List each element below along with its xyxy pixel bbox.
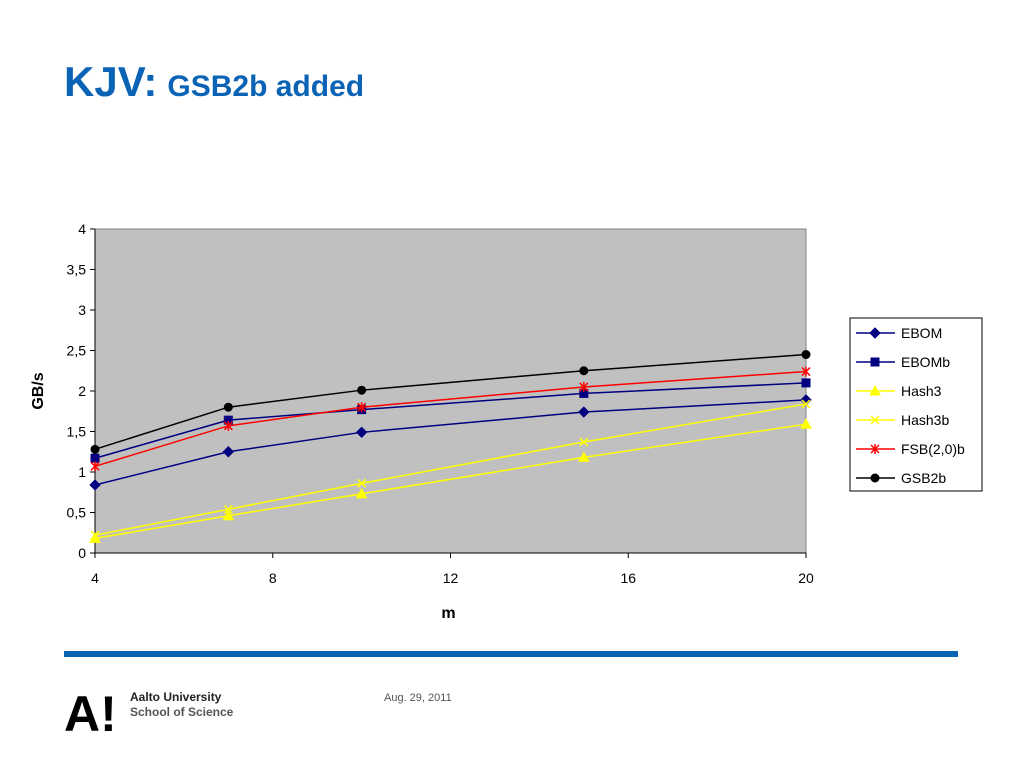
marker-circle xyxy=(357,385,367,395)
y-tick-label: 3 xyxy=(78,302,86,318)
marker-x xyxy=(223,504,233,514)
series-fsb-2-0-b xyxy=(90,366,811,472)
y-axis-title: GB/s xyxy=(30,372,47,409)
marker-circle xyxy=(870,473,880,483)
marker-circle xyxy=(90,444,100,454)
x-axis-title: m xyxy=(441,605,455,622)
x-tick-label: 4 xyxy=(91,570,99,586)
marker-star xyxy=(801,366,811,377)
marker-star xyxy=(870,444,880,454)
y-tick-label: 3,5 xyxy=(67,262,87,278)
legend-entry: GSB2b xyxy=(856,470,946,486)
y-tick-label: 0,5 xyxy=(67,505,87,521)
marker-square xyxy=(801,378,811,388)
marker-diamond xyxy=(869,327,881,339)
line-chart: 0 0,5 1 1,5 2 2,5 3 3,5 4 4 8 12 16 20 m GB/s EBOM EBOMb H… xyxy=(30,221,983,622)
org-name: Aalto University xyxy=(130,690,222,704)
marker-square xyxy=(90,453,100,463)
y-tick-label: 4 xyxy=(78,221,86,237)
legend-entry: EBOM xyxy=(856,325,942,341)
marker-triangle xyxy=(222,509,235,521)
marker-triangle xyxy=(577,451,590,462)
marker-circle xyxy=(801,350,811,360)
y-tick-label: 1,5 xyxy=(67,424,87,440)
marker-circle xyxy=(223,402,233,412)
series-hash3 xyxy=(89,418,812,543)
marker-x xyxy=(357,478,367,488)
series-ebom xyxy=(89,394,812,491)
org-block: Aalto University School of Science xyxy=(130,690,233,720)
logo-text: A! xyxy=(64,689,117,733)
x-tick-label: 8 xyxy=(269,570,277,586)
marker-x xyxy=(801,399,811,409)
x-tick-label: 16 xyxy=(620,570,636,586)
marker-x xyxy=(870,415,880,425)
legend-label: Hash3b xyxy=(901,412,949,428)
legend-label: Hash3 xyxy=(901,383,942,399)
marker-x xyxy=(579,437,589,447)
footer-rule xyxy=(64,651,958,657)
y-tick-label: 2 xyxy=(78,383,86,399)
legend-entry: Hash3 xyxy=(856,383,942,399)
legend-label: EBOMb xyxy=(901,354,950,370)
legend-label: GSB2b xyxy=(901,470,946,486)
footer-date: Aug. 29, 2011 xyxy=(384,692,452,704)
x-tick-label: 20 xyxy=(798,570,814,586)
aalto-logo: A! xyxy=(64,689,117,733)
series-hash3b xyxy=(90,399,811,540)
marker-square xyxy=(870,357,880,367)
series-gsb2b xyxy=(90,350,811,454)
marker-diamond xyxy=(222,446,235,458)
plot-area xyxy=(94,228,807,554)
marker-diamond xyxy=(355,426,368,439)
y-tick-label: 0 xyxy=(78,545,86,561)
marker-circle xyxy=(579,366,589,376)
title-subtitle: GSB2b added xyxy=(167,70,365,103)
marker-x xyxy=(90,530,100,540)
legend-label: EBOM xyxy=(901,325,942,341)
marker-triangle xyxy=(869,384,881,396)
y-tick-label: 1 xyxy=(78,464,86,480)
title-main: KJV: xyxy=(64,58,158,105)
legend-entry: Hash3b xyxy=(856,412,949,428)
marker-star xyxy=(90,461,100,472)
legend-entry: EBOMb xyxy=(856,354,950,370)
marker-star xyxy=(357,402,367,413)
org-school: School of Science xyxy=(130,705,234,719)
marker-triangle xyxy=(800,418,812,429)
marker-diamond xyxy=(89,479,101,491)
marker-star xyxy=(223,420,233,431)
marker-triangle xyxy=(355,487,368,499)
marker-diamond xyxy=(578,406,590,418)
marker-star xyxy=(579,381,589,392)
slide-title: KJV: GSB2b added xyxy=(64,58,364,106)
y-tick-label: 2,5 xyxy=(67,343,87,359)
x-tick-label: 12 xyxy=(443,570,459,586)
legend-label: FSB(2,0)b xyxy=(901,441,965,457)
legend-entry: FSB(2,0)b xyxy=(856,441,965,457)
legend-box xyxy=(849,317,983,492)
